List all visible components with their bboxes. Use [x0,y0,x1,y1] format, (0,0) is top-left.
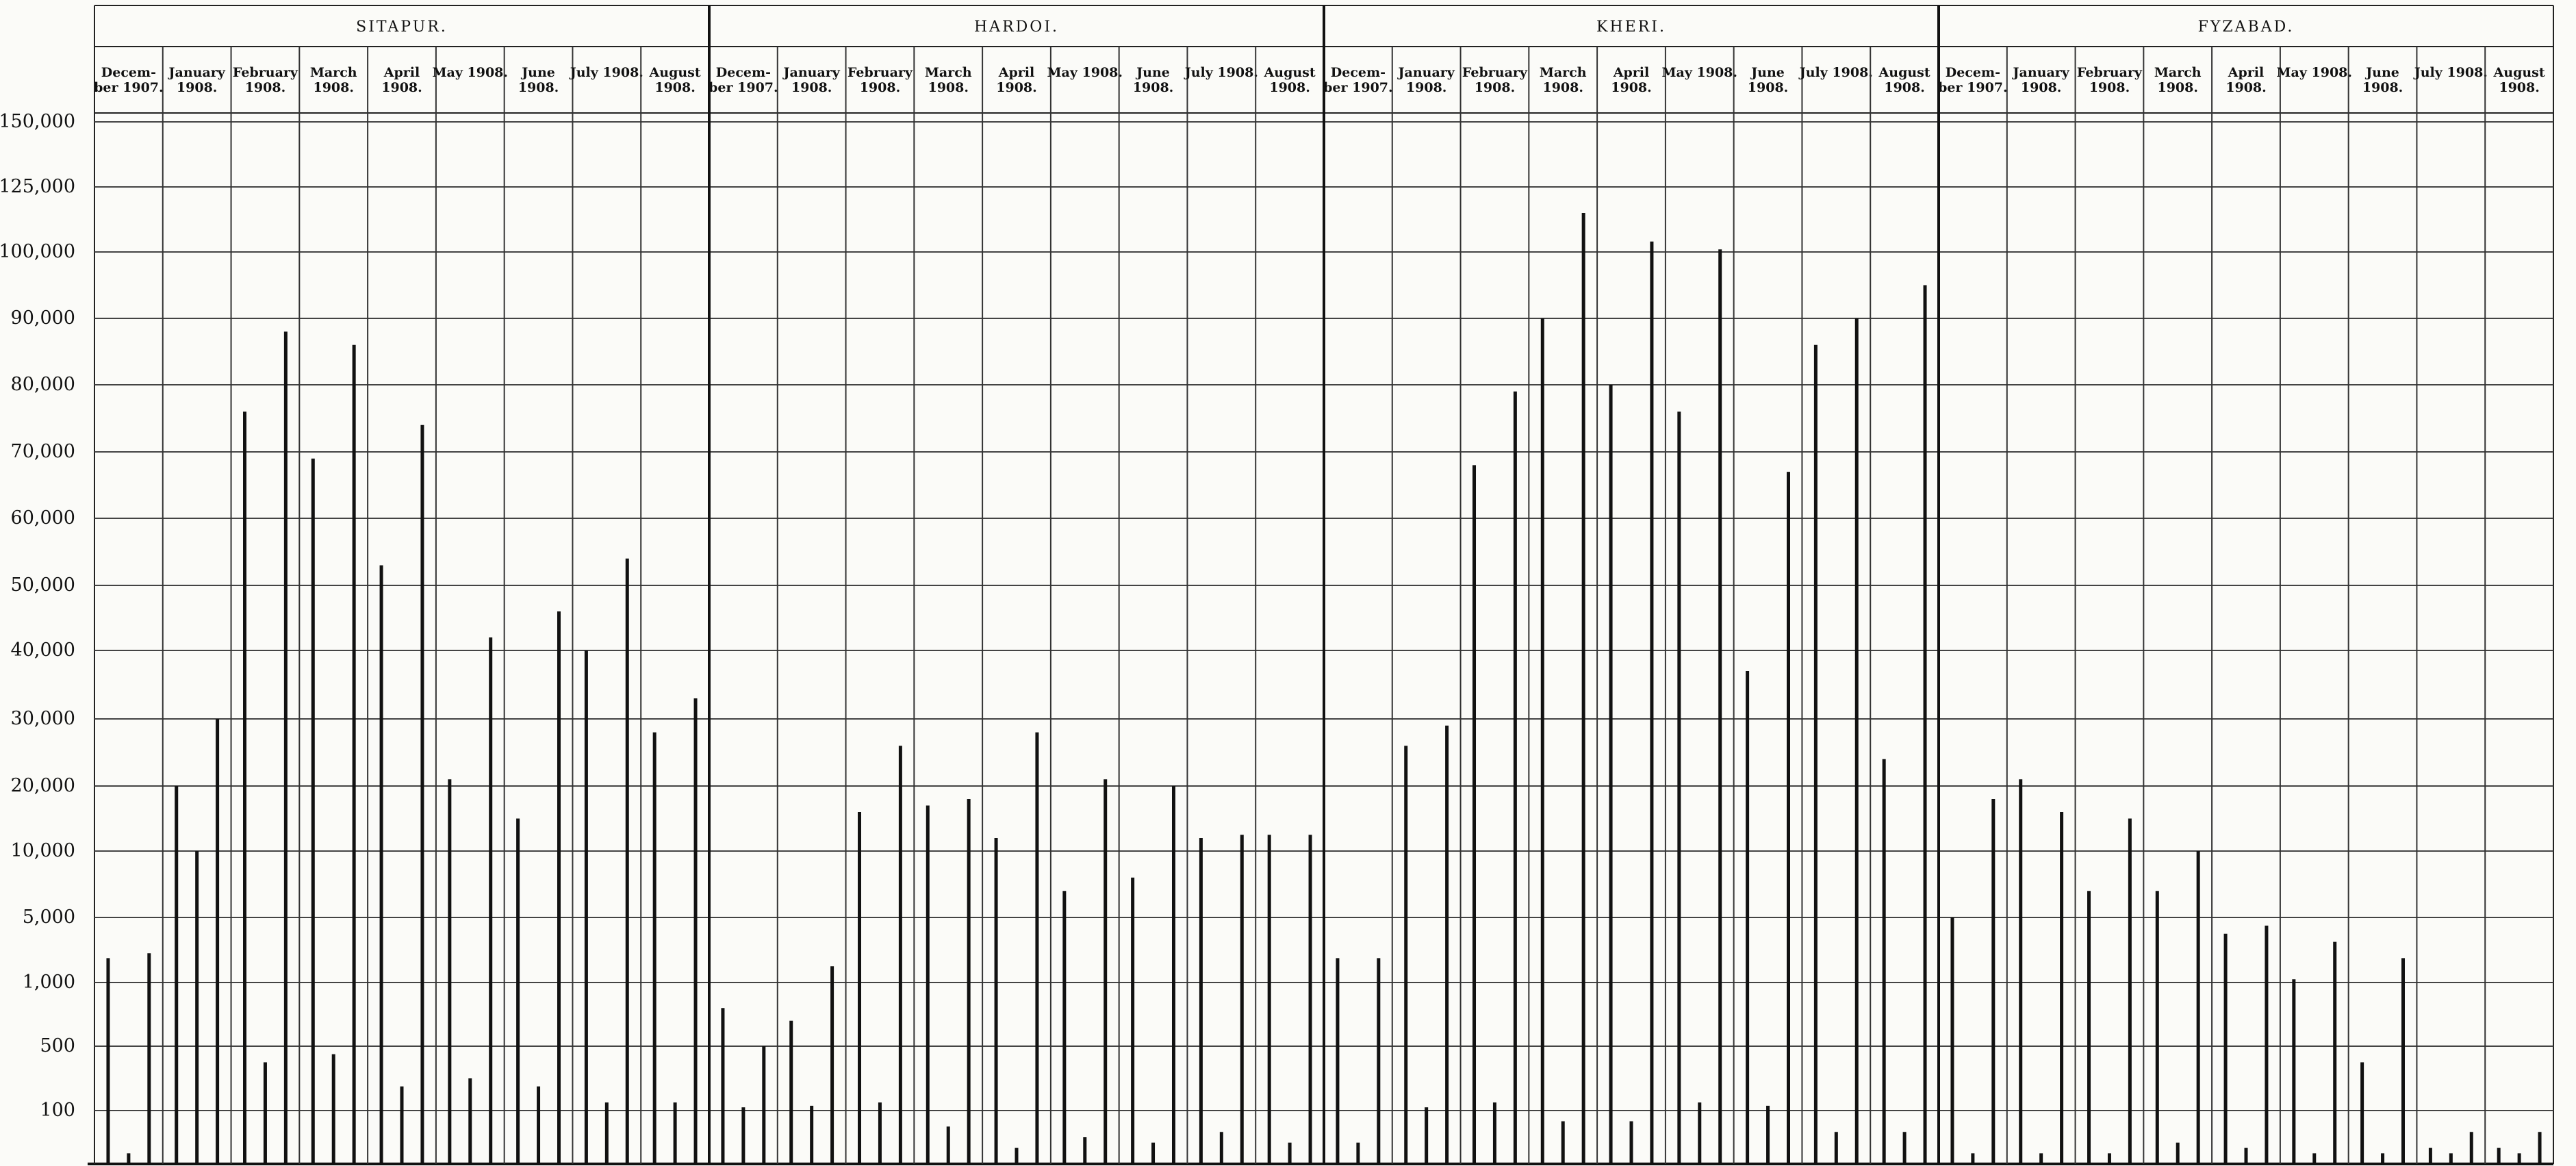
month-label: April 1908. [996,65,1037,95]
y-tick-label: 40,000 [11,639,75,661]
y-tick-label: 50,000 [11,574,75,596]
month-label: May 1908. [1662,65,1738,80]
month-label: July 1908. [569,65,643,80]
month-label: May 1908. [2277,65,2353,80]
month-label: March 1908. [2154,65,2202,95]
district-label: SITAPUR. [356,18,448,36]
month-label: June 1908. [518,65,559,95]
month-label: March 1908. [310,65,357,95]
month-label: Decem-ber 1907. [94,65,164,95]
month-label: August 1908. [649,65,701,95]
month-label: June 1908. [1748,65,1789,95]
month-label: Decem-ber 1907. [709,65,778,95]
month-label: March 1908. [925,65,972,95]
district-label: FYZABAD. [2198,18,2295,36]
y-tick-label: 10,000 [11,840,75,861]
month-label: July 1908. [1798,65,1873,80]
district-label: HARDOI. [974,18,1059,36]
month-label: June 1908. [2362,65,2403,95]
month-label: August 1908. [1264,65,1316,95]
y-tick-label: 30,000 [11,708,75,729]
y-tick-label: 125,000 [0,176,75,197]
month-label: July 1908. [2413,65,2488,80]
y-tick-label: 100 [40,1100,75,1121]
month-label: January 1908. [1397,65,1455,95]
month-label: April 1908. [381,65,422,95]
month-label: March 1908. [1540,65,1587,95]
month-label: April 1908. [2226,65,2267,95]
month-label: July 1908. [1184,65,1258,80]
y-tick-label: 1,000 [23,972,75,993]
month-label: January 1908. [168,65,226,95]
y-tick-label: 500 [40,1035,75,1056]
y-tick-label: 70,000 [11,441,75,462]
month-label: August 1908. [1878,65,1930,95]
month-label: February 1908. [2077,65,2143,95]
y-tick-label: 20,000 [11,775,75,796]
month-label: February 1908. [847,65,913,95]
month-label: January 1908. [2012,65,2070,95]
y-tick-label: 150,000 [0,111,75,132]
month-label: August 1908. [2493,65,2545,95]
month-label: February 1908. [1462,65,1528,95]
month-label: January 1908. [782,65,841,95]
month-label: June 1908. [1133,65,1174,95]
month-label: February 1908. [233,65,298,95]
month-label: May 1908. [1047,65,1123,80]
month-label: May 1908. [433,65,509,80]
y-tick-label: 5,000 [23,907,75,928]
y-tick-label: 90,000 [11,307,75,329]
y-tick-label: 60,000 [11,507,75,529]
month-label: April 1908. [1611,65,1652,95]
y-tick-label: 80,000 [11,374,75,395]
month-label: Decem-ber 1907. [1323,65,1393,95]
y-tick-label: 100,000 [0,241,75,262]
district-label: KHERI. [1596,18,1666,36]
month-label: Decem-ber 1907. [1938,65,2008,95]
